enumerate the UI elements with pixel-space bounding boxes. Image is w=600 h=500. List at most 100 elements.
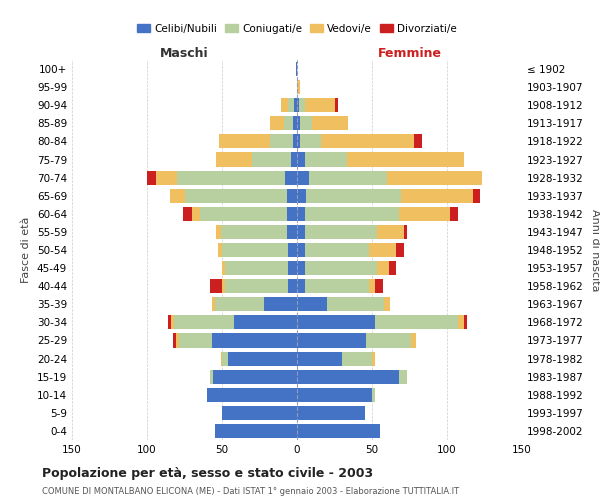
Bar xyxy=(389,261,396,275)
Bar xyxy=(199,207,287,221)
Bar xyxy=(401,188,473,203)
Bar xyxy=(450,207,458,221)
Bar xyxy=(168,316,171,330)
Bar xyxy=(222,406,297,420)
Bar xyxy=(297,207,305,221)
Bar xyxy=(293,116,297,130)
Bar xyxy=(297,243,305,257)
Bar xyxy=(414,134,421,148)
Bar xyxy=(288,98,294,112)
Bar xyxy=(309,170,387,184)
Bar xyxy=(221,225,287,239)
Bar xyxy=(306,188,401,203)
Bar xyxy=(156,170,177,184)
Bar xyxy=(366,334,411,347)
Bar xyxy=(291,152,297,166)
Bar xyxy=(294,98,297,112)
Bar xyxy=(183,207,192,221)
Bar xyxy=(264,297,297,312)
Bar xyxy=(297,170,309,184)
Bar xyxy=(225,261,288,275)
Bar xyxy=(399,207,450,221)
Bar xyxy=(411,334,415,347)
Bar xyxy=(305,243,369,257)
Bar xyxy=(287,207,297,221)
Bar xyxy=(369,279,375,293)
Bar xyxy=(285,170,297,184)
Bar xyxy=(387,170,482,184)
Bar xyxy=(305,152,347,166)
Bar xyxy=(212,334,297,347)
Bar xyxy=(399,370,407,384)
Bar xyxy=(305,261,377,275)
Bar xyxy=(297,279,305,293)
Bar xyxy=(179,334,212,347)
Bar xyxy=(473,188,480,203)
Bar xyxy=(327,297,384,312)
Bar xyxy=(170,188,185,203)
Bar xyxy=(299,98,305,112)
Bar xyxy=(297,152,305,166)
Bar xyxy=(213,370,297,384)
Bar xyxy=(297,98,299,112)
Bar xyxy=(287,188,297,203)
Bar xyxy=(297,116,300,130)
Bar xyxy=(228,352,297,366)
Bar xyxy=(377,261,389,275)
Bar xyxy=(372,388,375,402)
Bar xyxy=(219,134,270,148)
Bar xyxy=(252,152,291,166)
Text: Maschi: Maschi xyxy=(160,47,209,60)
Bar xyxy=(297,406,365,420)
Bar xyxy=(270,134,293,148)
Bar xyxy=(297,316,375,330)
Bar xyxy=(300,116,312,130)
Bar xyxy=(288,243,297,257)
Bar xyxy=(377,225,404,239)
Bar xyxy=(297,334,366,347)
Bar xyxy=(288,279,297,293)
Bar xyxy=(222,352,228,366)
Bar xyxy=(396,243,404,257)
Bar xyxy=(173,334,176,347)
Bar xyxy=(210,370,213,384)
Y-axis label: Anni di nascita: Anni di nascita xyxy=(590,209,600,291)
Legend: Celibi/Nubili, Coniugati/e, Vedovi/e, Divorziati/e: Celibi/Nubili, Coniugati/e, Vedovi/e, Di… xyxy=(133,20,461,38)
Text: Femmine: Femmine xyxy=(377,47,442,60)
Bar xyxy=(281,98,288,112)
Bar xyxy=(297,352,342,366)
Bar xyxy=(297,134,300,148)
Bar xyxy=(305,207,399,221)
Bar xyxy=(347,152,464,166)
Bar xyxy=(297,188,306,203)
Bar xyxy=(305,279,369,293)
Bar xyxy=(210,279,222,293)
Bar xyxy=(300,134,321,148)
Bar xyxy=(207,388,297,402)
Bar xyxy=(218,243,222,257)
Bar xyxy=(305,98,335,112)
Bar xyxy=(216,225,221,239)
Bar xyxy=(297,424,380,438)
Text: Popolazione per età, sesso e stato civile - 2003: Popolazione per età, sesso e stato civil… xyxy=(42,468,373,480)
Bar xyxy=(192,207,199,221)
Bar xyxy=(297,388,372,402)
Bar xyxy=(222,279,225,293)
Bar xyxy=(464,316,467,330)
Bar xyxy=(375,316,458,330)
Bar xyxy=(177,170,285,184)
Bar xyxy=(185,188,287,203)
Bar xyxy=(215,297,264,312)
Bar xyxy=(147,170,156,184)
Bar xyxy=(171,316,174,330)
Bar xyxy=(270,116,284,130)
Bar xyxy=(335,98,337,112)
Y-axis label: Fasce di età: Fasce di età xyxy=(22,217,31,283)
Bar xyxy=(176,334,179,347)
Bar xyxy=(221,352,222,366)
Bar xyxy=(372,352,375,366)
Bar xyxy=(174,316,234,330)
Bar xyxy=(369,243,396,257)
Bar xyxy=(287,225,297,239)
Bar xyxy=(296,62,297,76)
